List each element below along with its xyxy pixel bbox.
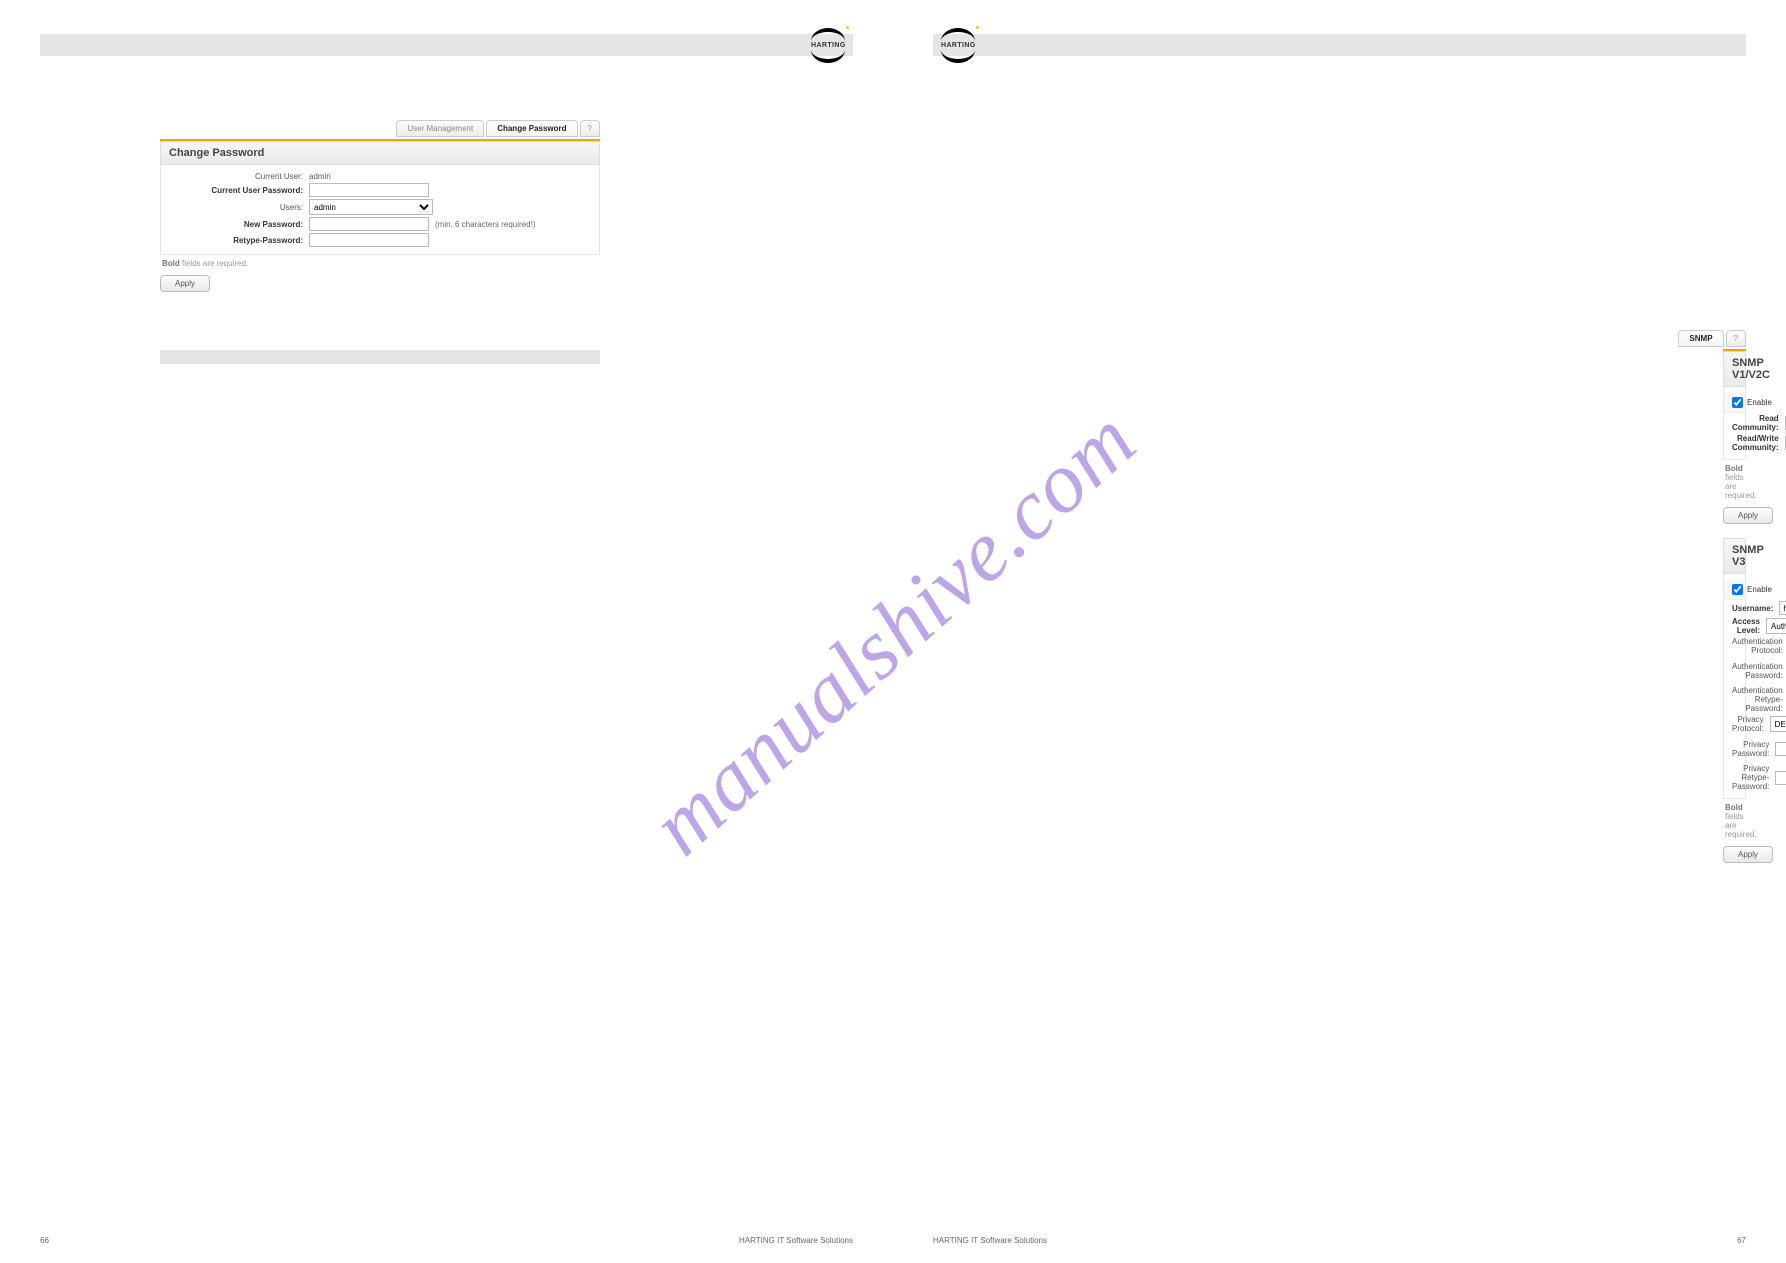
select-access-level[interactable]: AuthPriv <box>1766 618 1786 634</box>
row-auth-pw: Authentication Password: min. 8 characte… <box>1724 656 1745 685</box>
tabs-row: User Management Change Password ? <box>160 120 600 137</box>
tab-snmp[interactable]: SNMP <box>1678 330 1723 347</box>
row-auth-proto: Authentication Protocol: MD5 <box>1724 636 1745 656</box>
select-priv-proto[interactable]: DES <box>1770 716 1786 732</box>
harting-logo: HARTING <box>941 28 975 56</box>
section-v3-title: SNMP V3 <box>1723 538 1746 574</box>
lbl-new-password: New Password: <box>169 220 309 229</box>
section-title: Change Password <box>160 141 600 165</box>
footer-left: 66 HARTING IT Software Solutions <box>40 1236 853 1245</box>
lbl-v1v2c-enable: Enable <box>1747 398 1772 407</box>
grey-strip <box>160 350 600 364</box>
lbl-priv-pw: Privacy Password: <box>1732 740 1775 758</box>
header-grey-bar <box>933 34 1746 56</box>
tab-help[interactable]: ? <box>1726 330 1746 347</box>
required-note-v3: Bold fields are required. <box>1723 799 1746 843</box>
input-new-password[interactable] <box>309 217 429 231</box>
input-priv-retype[interactable] <box>1775 771 1786 785</box>
select-users[interactable]: admin <box>309 199 433 215</box>
row-current-password: Current User Password: <box>161 182 599 198</box>
lbl-priv-retype: Privacy Retype-Password: <box>1732 764 1775 791</box>
checkbox-v1v2c-enable[interactable] <box>1732 397 1743 408</box>
row-v1v2c-enable: Enable <box>1724 393 1745 413</box>
tab-help[interactable]: ? <box>580 120 600 137</box>
lbl-auth-proto: Authentication Protocol: <box>1732 637 1786 655</box>
lbl-users: Users: <box>169 203 309 212</box>
lbl-retype-password: Retype-Password: <box>169 236 309 245</box>
harting-logo: HARTING <box>811 28 845 56</box>
page-left: HARTING User Management Change Password … <box>0 0 893 1263</box>
row-priv-proto: Privacy Protocol: DES <box>1724 714 1745 734</box>
footer-caption-right: HARTING IT Software Solutions <box>933 1236 1047 1245</box>
val-current-user: admin <box>309 172 331 181</box>
lbl-username: Username: <box>1732 604 1779 613</box>
apply-button[interactable]: Apply <box>160 275 210 292</box>
required-note: Bold fields are required. <box>160 255 600 272</box>
hint-new-password: (min. 6 characters required!) <box>435 220 535 229</box>
change-password-panel: User Management Change Password ? Change… <box>160 120 600 292</box>
lbl-current-password: Current User Password: <box>169 186 309 195</box>
form-v1v2c: Enable Read Community: Read/Write Commun… <box>1723 387 1746 460</box>
tab-change-password[interactable]: Change Password <box>486 120 577 137</box>
two-page-spread: HARTING User Management Change Password … <box>0 0 1786 1263</box>
input-username[interactable] <box>1779 601 1786 615</box>
logo-text: HARTING <box>941 42 975 49</box>
input-current-password[interactable] <box>309 183 429 197</box>
row-rw-community: Read/Write Community: <box>1724 433 1745 453</box>
input-retype-password[interactable] <box>309 233 429 247</box>
row-v3-enable: Enable <box>1724 580 1745 600</box>
lbl-priv-proto: Privacy Protocol: <box>1732 715 1770 733</box>
row-current-user: Current User: admin <box>161 171 599 182</box>
snmp-panel: SNMP ? SNMP V1/V2C Enable Read Community… <box>1723 330 1746 863</box>
lbl-v3-enable: Enable <box>1747 585 1772 594</box>
row-retype-password: Retype-Password: <box>161 232 599 248</box>
footer-right: HARTING IT Software Solutions 67 <box>933 1236 1746 1245</box>
row-auth-retype: Authentication Retype-Password: <box>1724 685 1745 714</box>
tab-user-management[interactable]: User Management <box>396 120 484 137</box>
tabs-row: SNMP ? <box>1723 330 1746 347</box>
section-v1v2c-title: SNMP V1/V2C <box>1723 351 1746 387</box>
required-note-v1: Bold fields are required. <box>1723 460 1746 504</box>
apply-button-v1[interactable]: Apply <box>1723 507 1773 524</box>
form-v3: Enable Username: Access Level: AuthPriv … <box>1723 574 1746 799</box>
lbl-auth-retype: Authentication Retype-Password: <box>1732 686 1786 713</box>
form-body: Current User: admin Current User Passwor… <box>160 165 600 255</box>
lbl-auth-pw: Authentication Password: <box>1732 662 1786 680</box>
page-number-left: 66 <box>40 1236 49 1245</box>
row-priv-pw: Privacy Password: min. 8 characters requ… <box>1724 734 1745 763</box>
page-right: HARTING SNMP ? SNMP V1/V2C Enable Read C… <box>893 0 1786 1263</box>
apply-button-v3[interactable]: Apply <box>1723 846 1773 863</box>
checkbox-v3-enable[interactable] <box>1732 584 1743 595</box>
lbl-access-level: Access Level: <box>1732 617 1766 635</box>
row-new-password: New Password: (min. 6 characters require… <box>161 216 599 232</box>
page-number-right: 67 <box>1737 1236 1746 1245</box>
footer-caption-left: HARTING IT Software Solutions <box>739 1236 853 1245</box>
row-read-community: Read Community: <box>1724 413 1745 433</box>
row-priv-retype: Privacy Retype-Password: <box>1724 763 1745 792</box>
row-access-level: Access Level: AuthPriv <box>1724 616 1745 636</box>
lbl-read-community: Read Community: <box>1732 414 1785 432</box>
lbl-rw-community: Read/Write Community: <box>1732 434 1785 452</box>
lbl-current-user: Current User: <box>169 172 309 181</box>
input-priv-pw[interactable] <box>1775 742 1786 756</box>
row-users: Users: admin <box>161 198 599 216</box>
logo-text: HARTING <box>811 42 845 49</box>
header-grey-bar <box>40 34 853 56</box>
row-username: Username: <box>1724 600 1745 616</box>
